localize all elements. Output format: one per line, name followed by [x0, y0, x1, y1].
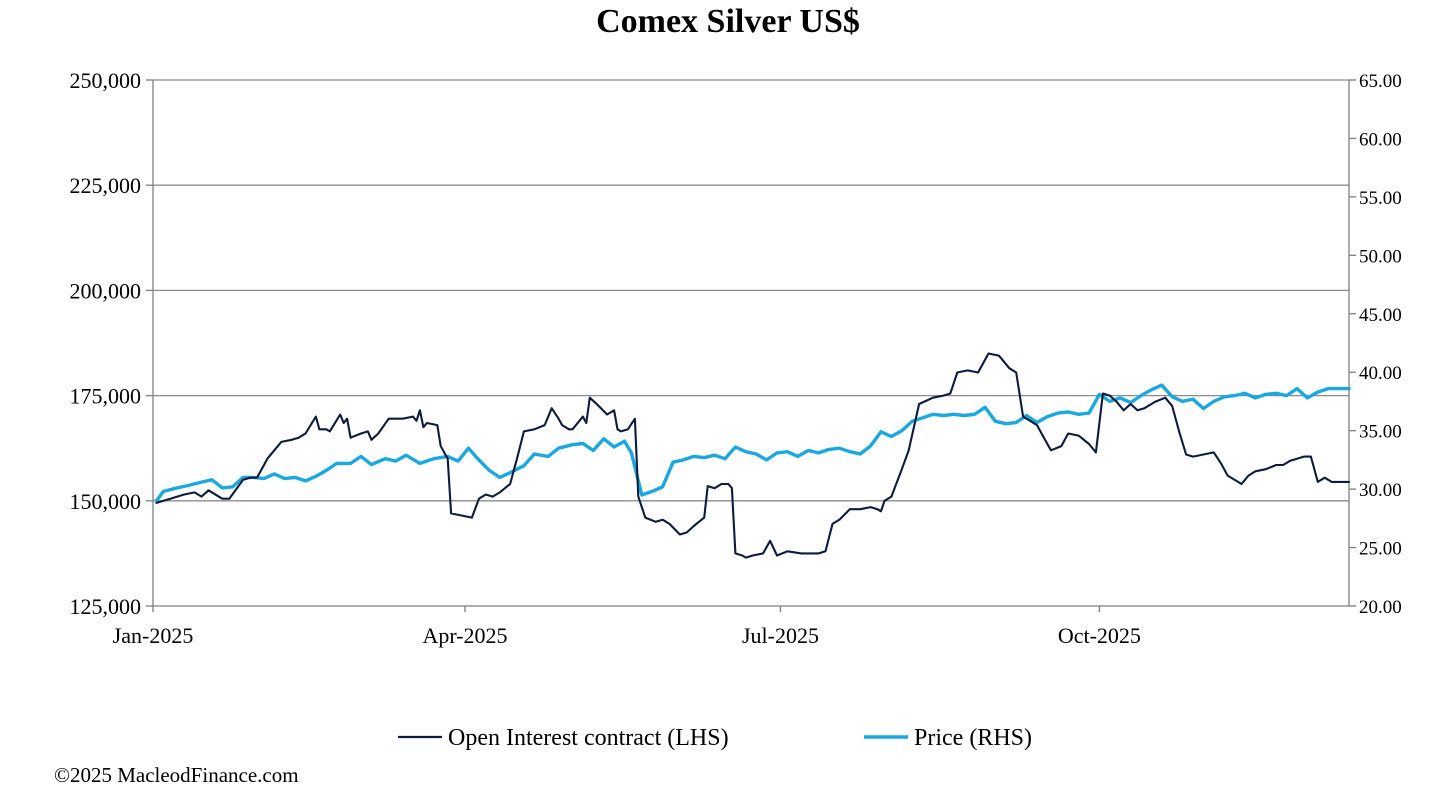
left-tick-label: 200,000: [70, 278, 142, 303]
right-tick-label: 50.00: [1359, 246, 1402, 267]
left-tick-label: 125,000: [70, 594, 142, 619]
right-tick-label: 35.00: [1359, 422, 1402, 443]
right-tick-label: 20.00: [1359, 597, 1402, 618]
left-tick-label: 225,000: [70, 173, 142, 198]
series-line-price: [154, 383, 1351, 503]
legend: Open Interest contract (LHS) Price (RHS): [398, 725, 1032, 751]
legend-label-price: Price (RHS): [914, 725, 1032, 751]
legend-label-open-interest: Open Interest contract (LHS): [448, 725, 729, 751]
right-tick-label: 25.00: [1359, 539, 1402, 560]
right-tick-label: 55.00: [1359, 188, 1402, 209]
right-tick-label: 65.00: [1359, 71, 1402, 92]
left-axis-ticks: 125,000 150,000 175,000 200,000 225,000 250,0…: [70, 68, 153, 619]
series-layer: [154, 352, 1351, 559]
chart-title: Comex Silver US$: [596, 3, 860, 40]
right-tick-label: 40.00: [1359, 363, 1402, 384]
right-axis-ticks: 20.00 25.00 30.00 35.00 40.00 45.00 50.00 55.00…: [1349, 71, 1402, 618]
right-tick-label: 45.00: [1359, 305, 1402, 326]
x-tick-label: Jan-2025: [113, 623, 194, 648]
x-tick-label: Jul-2025: [742, 623, 819, 648]
grid: [152, 79, 1350, 607]
left-tick-label: 175,000: [70, 384, 142, 409]
x-tick-label: Apr-2025: [422, 623, 507, 648]
copyright-footer: ©2025 MacleodFinance.com: [54, 763, 299, 787]
right-tick-label: 60.00: [1359, 129, 1402, 150]
right-tick-label: 30.00: [1359, 480, 1402, 501]
left-tick-label: 250,000: [70, 68, 142, 93]
x-tick-label: Oct-2025: [1058, 623, 1141, 648]
series-line-open-interest: [155, 352, 1351, 559]
left-tick-label: 150,000: [70, 489, 142, 514]
x-axis-ticks: Jan-2025 Apr-2025 Jul-2025 Oct-2025: [113, 606, 1141, 648]
